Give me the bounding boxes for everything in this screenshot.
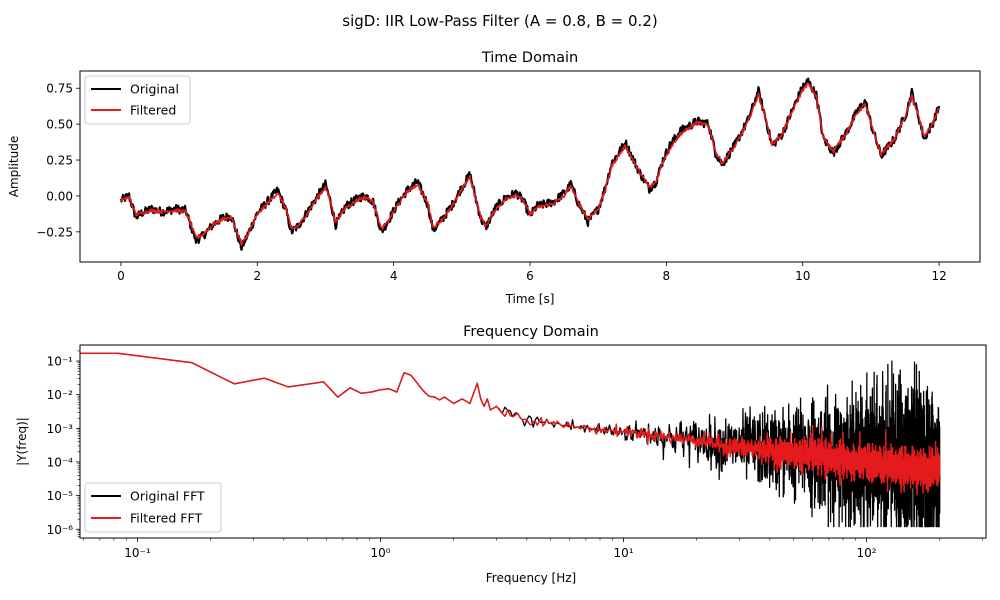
x-tick-label: 10	[795, 269, 810, 283]
y-tick-label: −0.25	[36, 225, 73, 239]
x-tick-label: 10⁻¹	[124, 546, 151, 560]
legend-label-original-fft: Original FFT	[130, 489, 205, 504]
y-tick-label: 0.50	[46, 118, 73, 132]
series-line-filtered	[120, 82, 940, 246]
x-tick-label: 0	[117, 269, 125, 283]
frequency-domain-title: Frequency Domain	[463, 324, 599, 340]
x-tick-label: 8	[663, 269, 671, 283]
legend-label-filtered: Filtered	[130, 103, 176, 118]
frequency-domain-ylabel: |Y(freq)|	[15, 417, 29, 466]
time-domain-plot-area	[119, 77, 941, 251]
series-line-filtered-fft	[80, 352, 941, 496]
frequency-domain-plot-area	[80, 352, 941, 528]
x-tick-label: 10⁰	[370, 546, 390, 560]
x-tick-label: 12	[931, 269, 946, 283]
y-tick-label: 10⁻³	[47, 422, 74, 436]
y-tick-label: 10⁻⁶	[47, 523, 74, 537]
legend-label-original: Original	[130, 82, 179, 97]
frequency-domain-axes: Frequency Domain 10⁻¹ 10⁰ 10¹ 10²10⁻⁶10⁻⁵10…	[15, 324, 987, 585]
frequency-domain-xlabel: Frequency [Hz]	[486, 571, 577, 585]
x-tick-label: 6	[526, 269, 534, 283]
time-domain-ticks: 0 2 4 6 8 10 12 −0.25 0.00 0.25 0.50 0.75	[36, 82, 947, 283]
x-tick-label: 10²	[857, 546, 877, 560]
frequency-domain-legend: Original FFT Filtered FFT	[84, 482, 222, 533]
time-domain-legend: Original Filtered	[84, 75, 191, 125]
time-domain-title: Time Domain	[481, 50, 578, 66]
x-tick-label: 10¹	[614, 546, 634, 560]
time-domain-xlabel: Time [s]	[505, 292, 555, 306]
y-tick-label: 0.00	[46, 189, 73, 203]
figure-suptitle: sigD: IIR Low-Pass Filter (A = 0.8, B = …	[342, 12, 657, 30]
y-tick-label: 10⁻⁴	[47, 455, 74, 469]
x-tick-label: 4	[390, 269, 398, 283]
frequency-domain-ticks: 10⁻¹ 10⁰ 10¹ 10² 10⁻⁶ 10⁻⁵ 10⁻⁴ 10⁻³ 10⁻² 10⁻¹	[47, 350, 983, 560]
y-tick-label: 0.75	[46, 82, 73, 96]
y-tick-label: 10⁻²	[47, 388, 74, 402]
legend-label-filtered-fft: Filtered FFT	[130, 511, 202, 526]
time-domain-axes: Time Domain 0 2 4 6 8 10 12 −0.25 0.00 0.25 0.50 0.…	[7, 50, 981, 306]
x-tick-label: 2	[253, 269, 261, 283]
time-domain-ylabel: Amplitude	[7, 136, 21, 198]
y-tick-label: 10⁻¹	[47, 355, 74, 369]
y-tick-label: 0.25	[46, 154, 73, 168]
y-tick-label: 10⁻⁵	[47, 489, 74, 503]
